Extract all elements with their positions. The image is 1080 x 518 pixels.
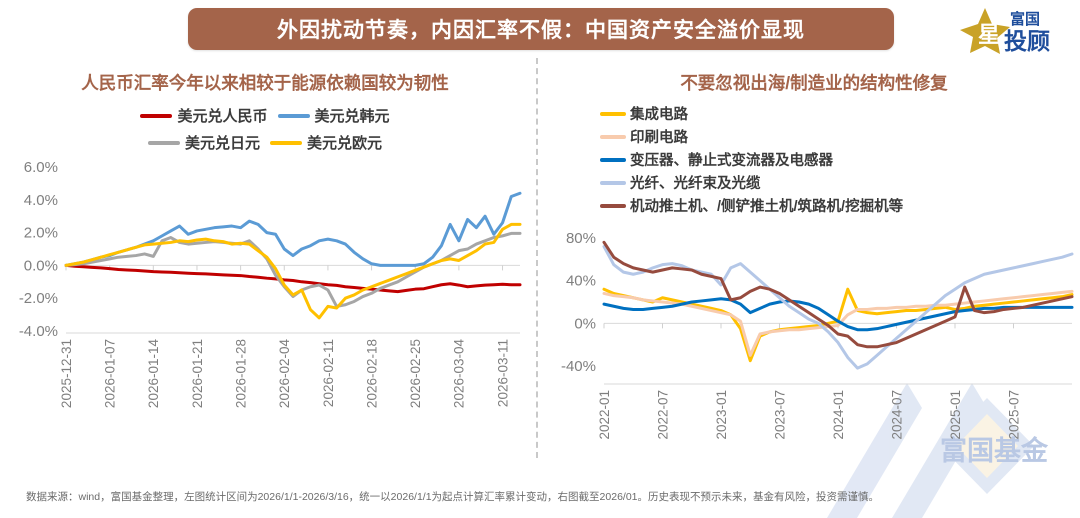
y-axis-tick-label: -40% — [561, 358, 596, 375]
x-axis-tick-label: 2026-01-14 — [146, 339, 161, 409]
legend-label-transformer: 变压器、静止式变流器及电感器 — [630, 153, 833, 169]
legend-swatch-fiber — [600, 180, 626, 185]
left-plot-area: 6.0% 4.0% 2.0% 0.0% -2.0% -4.0% 2025-12-31 2026… — [0, 153, 530, 443]
page-title-banner: 外因扰动节奏，内因汇率不假：中国资产安全溢价显现 — [188, 8, 894, 50]
legend-label-usd-eur: 美元兑欧元 — [307, 135, 383, 152]
legend-item-usd-eur: 美元兑欧元 — [270, 132, 382, 153]
x-axis-tick-label: 2025-01 — [948, 390, 963, 440]
left-chart-title: 人民币汇率今年以来相较于能源依赖国较为韧性 — [81, 73, 449, 93]
series-line — [602, 297, 1074, 332]
legend-item-usd-jpy: 美元兑日元 — [147, 132, 260, 153]
legend-swatch-machinery — [600, 203, 626, 208]
legend-item-transformer: 变压器、静止式变流器及电感器 — [600, 149, 1080, 170]
page-title: 外因扰动节奏，内因汇率不假：中国资产安全溢价显现 — [277, 19, 805, 42]
y-axis-tick-label: 0.0% — [24, 257, 58, 274]
panel-divider — [536, 58, 538, 458]
right-chart-legend: 集成电路 印刷电路 变压器、静止式变流器及电感器 光纤、光纤束及光缆 机动推土机… — [600, 103, 1080, 216]
legend-label-fiber: 光纤、光纤束及光缆 — [630, 176, 761, 192]
logo-brand-top: 富国 — [1010, 10, 1040, 28]
x-axis-tick-label: 2023-01 — [714, 390, 729, 440]
right-plot-area: 80% 40% 0% -40% 2022-01 2022-07 2023-01 2023-07… — [548, 216, 1080, 474]
brand-logo: 星 富国 投顾 — [960, 8, 1050, 54]
x-axis-tick-label: 2024-01 — [831, 390, 846, 440]
footnote: 数据来源：wind，富国基金整理，左图统计区间为2026/1/1-2026/3/… — [26, 491, 879, 503]
legend-swatch-pcb — [600, 134, 626, 139]
logo-star-char: 星 — [978, 22, 1000, 47]
x-axis-tick-label: 2026-02-04 — [277, 339, 292, 409]
series-line — [602, 240, 1074, 349]
series-line — [602, 245, 1074, 370]
y-axis-tick-label: -4.0% — [19, 323, 58, 340]
legend-item-usd-krw: 美元兑韩元 — [277, 105, 390, 126]
legend-item-usd-cny: 美元兑人民币 — [140, 105, 268, 126]
legend-label-usd-krw: 美元兑韩元 — [314, 108, 390, 125]
left-chart-legend: 美元兑人民币 美元兑韩元 美元兑日元 美元兑欧元 — [0, 105, 530, 153]
legend-swatch-transformer — [600, 157, 626, 162]
x-axis-tick-label: 2026-02-18 — [364, 339, 379, 408]
legend-swatch-usd-cny — [140, 113, 173, 118]
x-axis-tick-label: 2026-02-25 — [408, 339, 423, 408]
y-axis-tick-label: 80% — [566, 230, 596, 247]
legend-swatch-usd-eur — [270, 140, 302, 145]
series-line — [64, 222, 522, 320]
x-axis-tick-label: 2026-03-04 — [452, 339, 467, 409]
export-line-chart: 80% 40% 0% -40%2022-01 2022-07 2023-01 2023-07… — [561, 230, 1074, 440]
legend-swatch-ic — [600, 111, 626, 116]
y-axis-tick-label: 4.0% — [24, 192, 58, 209]
series-line — [64, 263, 522, 294]
x-axis-tick-label: 2022-01 — [597, 390, 612, 440]
x-axis-tick-label: 2026-02-11 — [321, 339, 336, 407]
legend-label-usd-cny: 美元兑人民币 — [177, 108, 268, 125]
y-axis-tick-label: 40% — [566, 273, 596, 290]
legend-swatch-usd-krw — [277, 113, 310, 118]
logo-brand-bottom: 投顾 — [1004, 28, 1050, 54]
x-axis-tick-label: 2024-07 — [889, 390, 904, 440]
x-axis-tick-label: 2022-07 — [655, 390, 670, 440]
legend-item-fiber: 光纤、光纤束及光缆 — [600, 172, 1080, 193]
left-chart-panel: 人民币汇率今年以来相较于能源依赖国较为韧性 美元兑人民币 美元兑韩元 美元兑日元… — [0, 58, 530, 478]
legend-item-pcb: 印刷电路 — [600, 126, 1080, 147]
y-axis-tick-label: 0% — [574, 315, 596, 332]
legend-item-machinery: 机动推土机、/侧铲推土机/筑路机/挖掘机等 — [600, 195, 1080, 216]
legend-label-pcb: 印刷电路 — [630, 130, 688, 146]
x-axis-tick-label: 2025-07 — [1006, 390, 1021, 440]
x-axis-tick-label: 2026-03-11 — [495, 339, 510, 407]
legend-label-machinery: 机动推土机、/侧铲推土机/筑路机/挖掘机等 — [630, 199, 904, 215]
x-axis-tick-label: 2023-07 — [772, 390, 787, 440]
y-axis-tick-label: 6.0% — [24, 159, 58, 176]
legend-item-ic: 集成电路 — [600, 103, 1080, 124]
legend-label-ic: 集成电路 — [630, 107, 688, 123]
x-axis-tick-label: 2025-12-31 — [59, 339, 74, 408]
fx-line-chart: 6.0% 4.0% 2.0% 0.0% -2.0% -4.0%2025-12-31 2026… — [19, 159, 522, 409]
right-chart-title: 不要忽视出海/制造业的结构性修复 — [680, 73, 948, 93]
y-axis-tick-label: 2.0% — [24, 225, 58, 242]
x-axis-tick-label: 2026-01-07 — [103, 339, 118, 408]
x-axis-tick-label: 2026-01-21 — [190, 339, 205, 408]
right-chart-panel: 不要忽视出海/制造业的结构性修复 集成电路 印刷电路 变压器、静止式变流器及电感… — [548, 58, 1080, 478]
x-axis-tick-label: 2026-01-28 — [233, 339, 248, 408]
legend-swatch-usd-jpy — [147, 140, 180, 145]
page-header: 外因扰动节奏，内因汇率不假：中国资产安全溢价显现 星 富国 投顾 — [0, 0, 1080, 58]
y-axis-tick-label: -2.0% — [19, 290, 58, 307]
legend-label-usd-jpy: 美元兑日元 — [184, 135, 260, 152]
